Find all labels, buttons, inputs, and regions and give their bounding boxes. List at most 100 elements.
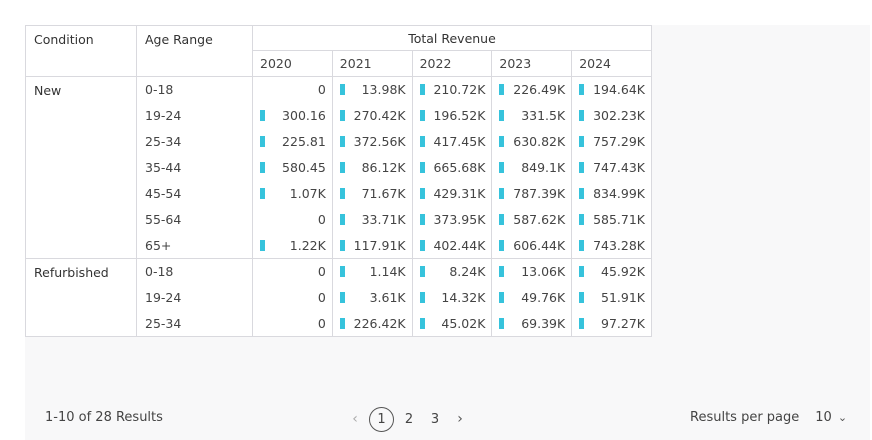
revenue-value: 117.91K	[353, 237, 406, 253]
data-bar-icon	[260, 136, 265, 147]
revenue-value: 747.43K	[593, 160, 645, 175]
revenue-value: 373.95K	[433, 212, 486, 227]
pivot-table-container: Condition Age Range Total Revenue 2020 20…	[25, 25, 652, 337]
revenue-value: 372.56K	[353, 134, 406, 149]
revenue-cell: 0	[252, 76, 333, 103]
revenue-cell: 630.82K	[491, 128, 573, 155]
revenue-value: 0	[317, 82, 326, 98]
age-range-cell: 55-64	[136, 206, 253, 233]
revenue-cell: 51.91K	[571, 284, 652, 311]
revenue-cell: 225.81	[252, 128, 333, 155]
revenue-value: 13.06K	[521, 264, 566, 280]
revenue-cell: 429.31K	[411, 180, 493, 207]
revenue-cell: 0	[252, 206, 333, 233]
revenue-cell: 0	[252, 310, 333, 337]
data-bar-icon	[579, 162, 585, 173]
condition-cell: New	[25, 76, 137, 259]
revenue-value: 630.82K	[513, 134, 566, 149]
data-bar-icon	[499, 136, 505, 147]
revenue-value: 194.64K	[593, 82, 645, 98]
revenue-cell: 45.02K	[411, 310, 493, 337]
data-bar-icon	[579, 317, 585, 329]
column-header-total-revenue: Total Revenue	[252, 25, 652, 51]
revenue-value: 1.14K	[369, 264, 406, 280]
data-bar-icon	[260, 110, 265, 121]
revenue-cell: 3.61K	[331, 284, 413, 311]
revenue-cell: 849.1K	[491, 154, 573, 181]
data-bar-icon	[499, 188, 505, 199]
revenue-cell: 117.91K	[331, 232, 413, 259]
page-button-1[interactable]: 1	[369, 406, 394, 432]
age-range-cell: 0-18	[136, 76, 253, 103]
data-bar-icon	[419, 214, 425, 225]
column-header-year-2022[interactable]: 2022	[411, 50, 493, 77]
revenue-cell: 14.32K	[411, 284, 493, 311]
column-header-year-2020[interactable]: 2020	[252, 50, 333, 77]
age-range-cell: 19-24	[136, 284, 253, 311]
revenue-value: 331.5K	[521, 108, 566, 123]
column-header-year-2021[interactable]: 2021	[331, 50, 413, 77]
data-bar-icon	[419, 266, 425, 278]
chevron-down-icon: ⌄	[837, 411, 848, 424]
revenue-cell: 196.52K	[411, 102, 493, 129]
page-button-2[interactable]: 2	[404, 411, 414, 427]
revenue-cell: 86.12K	[331, 154, 413, 181]
results-per-page-label: Results per page	[690, 410, 800, 425]
age-range-cell: 25-34	[136, 128, 253, 155]
table-row: 45-54 1.07K 71.67K 429.31K 787.39K 834.99K	[26, 180, 652, 207]
age-range-cell: 45-54	[136, 180, 253, 207]
revenue-value: 402.44K	[433, 237, 486, 253]
results-per-page-value: 10	[815, 410, 832, 425]
table-row: 25-34 225.81 372.56K 417.45K 630.82K 757.29K	[26, 128, 652, 155]
data-bar-icon	[260, 188, 265, 199]
age-range-cell: 65+	[136, 232, 253, 259]
revenue-value: 226.49K	[513, 82, 566, 98]
revenue-cell: 665.68K	[411, 154, 493, 181]
chevron-left-icon[interactable]: ‹	[352, 411, 358, 427]
revenue-value: 0	[317, 212, 326, 227]
revenue-value: 834.99K	[593, 186, 645, 201]
revenue-cell: 373.95K	[411, 206, 493, 233]
revenue-value: 49.76K	[521, 290, 566, 305]
revenue-value: 300.16	[282, 108, 326, 123]
data-bar-icon	[579, 110, 585, 121]
revenue-cell: 13.06K	[491, 258, 573, 285]
column-header-year-2023[interactable]: 2023	[491, 50, 573, 77]
revenue-cell: 33.71K	[331, 206, 413, 233]
revenue-value: 302.23K	[593, 108, 645, 123]
revenue-value: 0	[317, 290, 326, 305]
revenue-cell: 69.39K	[491, 310, 573, 337]
revenue-value: 14.32K	[441, 290, 486, 305]
revenue-value: 1.07K	[289, 186, 326, 201]
table-row: 19-24 0 3.61K 14.32K 49.76K 51.91K	[26, 284, 652, 311]
data-bar-icon	[419, 110, 425, 121]
revenue-value: 69.39K	[521, 315, 566, 331]
results-per-page-select[interactable]: 10 ⌄	[815, 410, 847, 425]
table-footer: 1-10 of 28 Results ‹ 1 2 3 › Results per…	[25, 400, 870, 436]
data-bar-icon	[419, 317, 425, 329]
data-bar-icon	[499, 239, 505, 251]
revenue-value: 429.31K	[433, 186, 486, 201]
page-button-3[interactable]: 3	[430, 411, 440, 427]
revenue-cell: 49.76K	[491, 284, 573, 311]
data-bar-icon	[499, 162, 505, 173]
revenue-cell: 226.49K	[491, 76, 573, 103]
revenue-value: 226.42K	[353, 315, 406, 331]
data-bar-icon	[579, 214, 585, 225]
revenue-value: 580.45	[282, 160, 326, 175]
revenue-cell: 13.98K	[331, 76, 413, 103]
data-bar-icon	[260, 84, 265, 95]
revenue-value: 665.68K	[433, 160, 486, 175]
chevron-right-icon[interactable]: ›	[457, 411, 463, 427]
data-bar-icon	[260, 214, 265, 225]
column-header-year-2024[interactable]: 2024	[571, 50, 652, 77]
revenue-cell: 417.45K	[411, 128, 493, 155]
revenue-cell: 0	[252, 258, 333, 285]
revenue-cell: 402.44K	[411, 232, 493, 259]
column-header-age-range[interactable]: Age Range	[136, 25, 253, 77]
column-header-condition[interactable]: Condition	[25, 25, 137, 77]
revenue-value: 585.71K	[593, 212, 645, 227]
revenue-value: 13.98K	[361, 82, 406, 98]
data-bar-icon	[419, 162, 425, 173]
revenue-cell: 8.24K	[411, 258, 493, 285]
